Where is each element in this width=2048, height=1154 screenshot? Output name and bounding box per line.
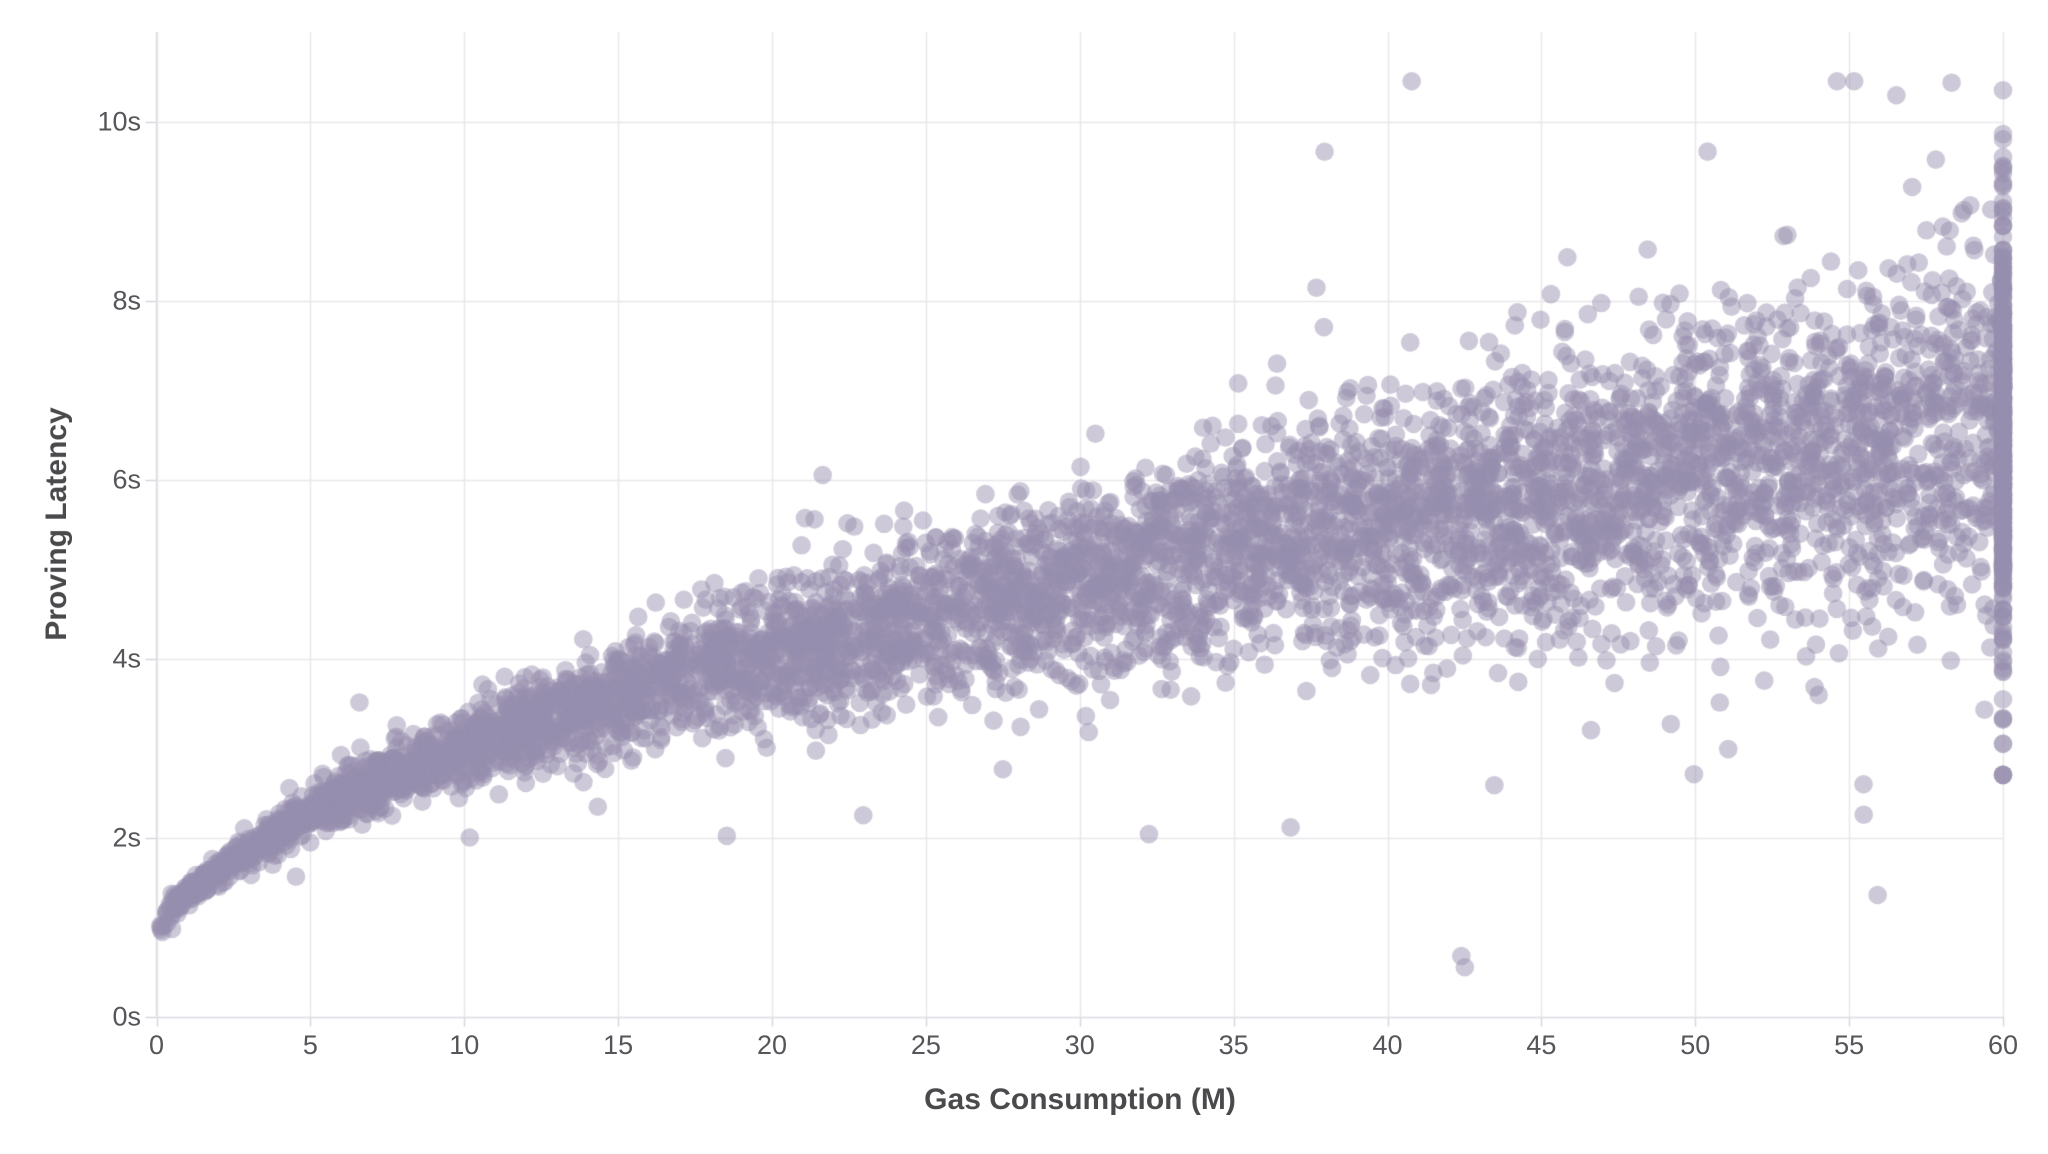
- x-tick-label: 15: [603, 1030, 634, 1060]
- x-tick-label: 20: [756, 1030, 788, 1060]
- x-tick-label: 50: [1680, 1030, 1711, 1060]
- y-tick-label: 8s: [112, 285, 141, 315]
- y-tick-label: 6s: [112, 464, 141, 494]
- x-tick-label: 10: [449, 1030, 480, 1060]
- x-tick-label: 35: [1218, 1030, 1249, 1060]
- y-tick-label: 0s: [112, 1001, 141, 1031]
- x-tick-label: 45: [1526, 1030, 1557, 1060]
- y-tick-label: 2s: [112, 822, 141, 852]
- y-tick-label: 10s: [97, 106, 141, 136]
- x-tick-label: 0: [148, 1030, 165, 1060]
- x-tick-label: 30: [1064, 1030, 1095, 1060]
- x-tick-label: 5: [302, 1030, 318, 1060]
- x-tick-label: 60: [1987, 1030, 2019, 1060]
- x-tick-label: 25: [910, 1030, 941, 1060]
- y-tick-label: 4s: [112, 643, 141, 673]
- y-axis-title: Proving Latency: [40, 407, 73, 641]
- x-axis-title: Gas Consumption (M): [924, 1083, 1236, 1116]
- x-tick-label: 55: [1834, 1030, 1865, 1060]
- x-tick-label: 40: [1372, 1030, 1403, 1060]
